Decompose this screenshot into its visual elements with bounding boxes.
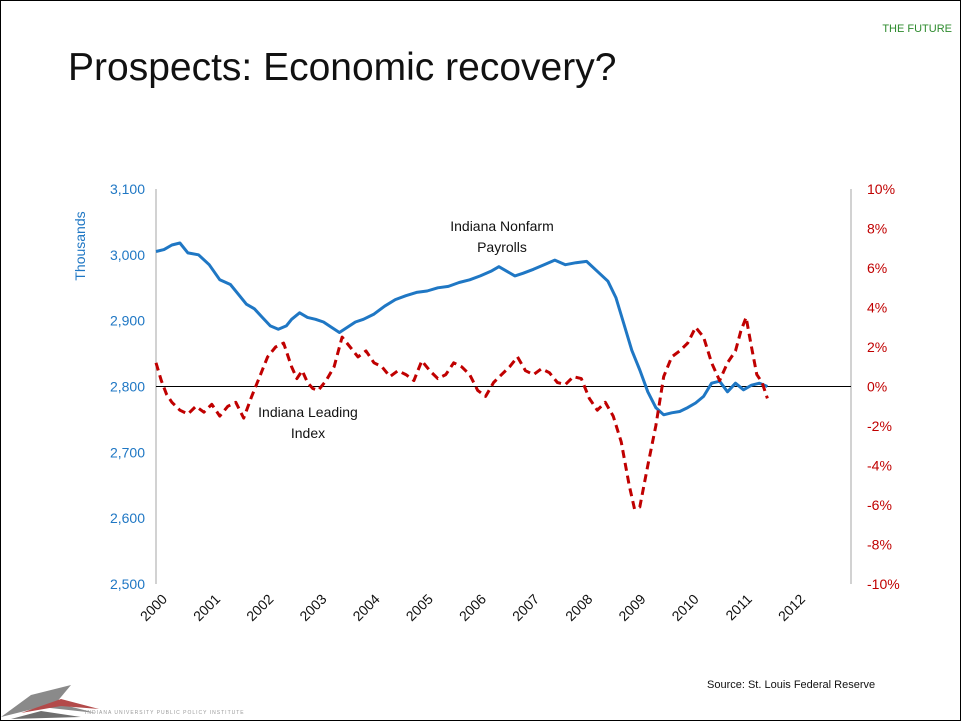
right-tick-label: 0% — [867, 379, 887, 395]
x-tick-label: 2008 — [562, 591, 595, 624]
x-tick-label: 2011 — [722, 591, 755, 624]
left-tick-label: 3,000 — [110, 247, 145, 263]
left-tick-label: 2,600 — [110, 510, 145, 526]
x-tick-label: 2009 — [615, 591, 648, 624]
x-tick-label: 2007 — [509, 591, 542, 624]
x-tick-label: 2002 — [243, 591, 276, 624]
series-group — [154, 241, 769, 511]
right-tick-label: -4% — [867, 458, 892, 474]
right-tick-label: -6% — [867, 497, 892, 513]
right-tick-label: 8% — [867, 221, 887, 237]
x-tick-label: 2005 — [403, 591, 436, 624]
annotation-label: Index — [291, 425, 325, 441]
right-tick-label: 10% — [867, 181, 895, 197]
x-tick-label: 2003 — [296, 591, 329, 624]
series-line-nonfarm-payrolls — [155, 241, 768, 417]
x-tick-label: 2006 — [456, 591, 489, 624]
x-tick-label: 2000 — [137, 591, 170, 624]
left-tick-label: 2,700 — [110, 444, 145, 460]
right-tick-label: -10% — [867, 576, 900, 592]
left-tick-label: 2,500 — [110, 576, 145, 592]
right-tick-label: 6% — [867, 260, 887, 276]
institute-logo — [1, 685, 99, 719]
right-tick-label: -8% — [867, 537, 892, 553]
annotation-label: Payrolls — [477, 239, 527, 255]
slide-title: Prospects: Economic recovery? — [68, 46, 617, 89]
logo-text: INDIANA UNIVERSITY PUBLIC POLICY INSTITU… — [85, 710, 245, 716]
series-line-leading-index — [154, 315, 769, 511]
section-tag: THE FUTURE — [882, 23, 952, 35]
x-tick-label: 2004 — [349, 591, 382, 624]
x-tick-label: 2010 — [668, 591, 701, 624]
annotations: Indiana Nonfarm Payrolls Indiana Leading In… — [258, 218, 554, 441]
annotation-label: Indiana Leading — [258, 404, 358, 420]
left-tick-label: 2,900 — [110, 313, 145, 329]
right-tick-label: -2% — [867, 418, 892, 434]
x-tick-label: 2001 — [190, 591, 223, 624]
left-tick-label: 2,800 — [110, 379, 145, 395]
left-tick-label: 3,100 — [110, 181, 145, 197]
right-tick-label: 2% — [867, 339, 887, 355]
source-note: Source: St. Louis Federal Reserve — [707, 679, 876, 691]
annotation-label: Indiana Nonfarm — [450, 218, 554, 234]
left-axis-title: Thousands — [72, 211, 88, 280]
x-tick-label: 2012 — [775, 591, 808, 624]
right-tick-label: 4% — [867, 300, 887, 316]
